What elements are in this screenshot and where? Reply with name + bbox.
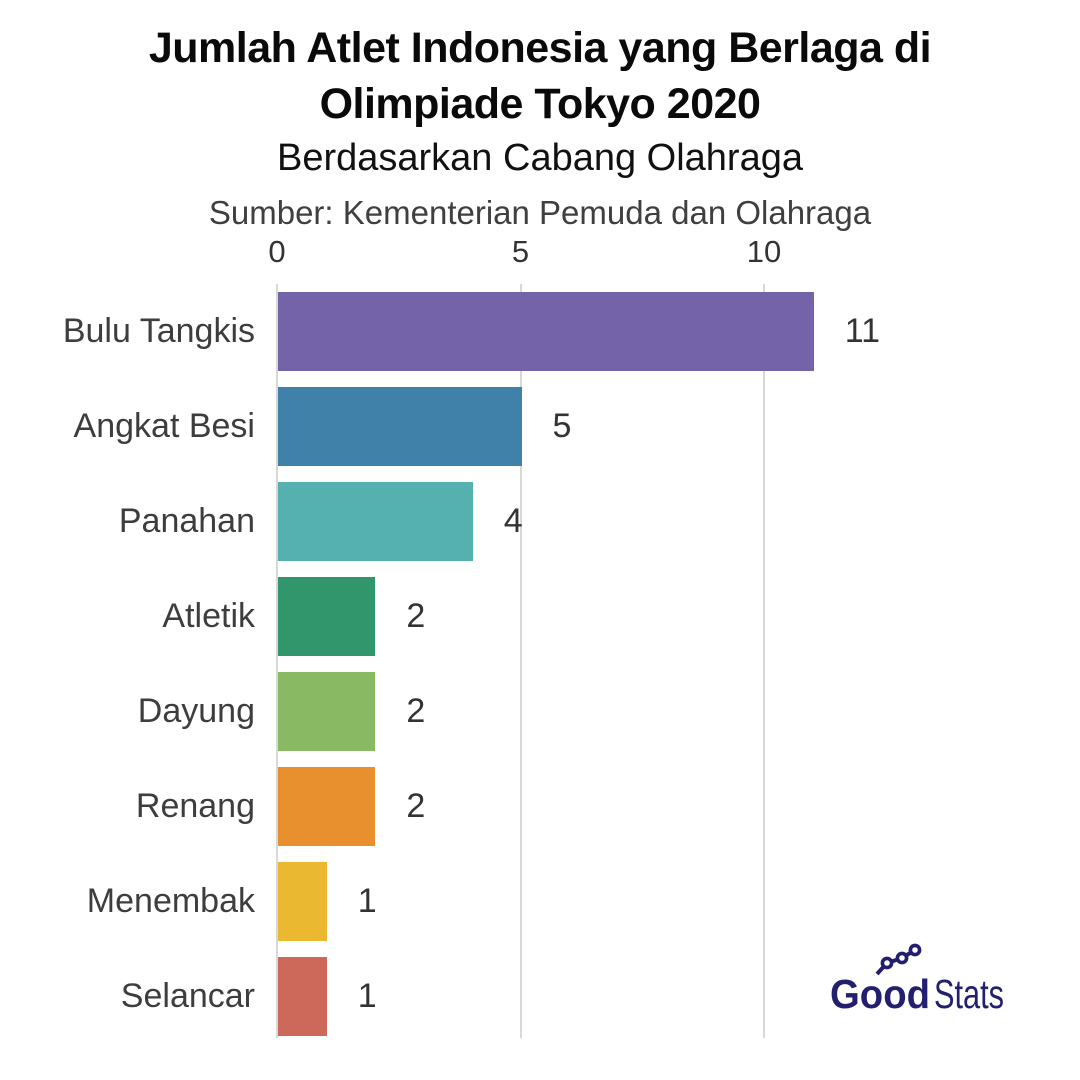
value-label-dayung: 2: [406, 692, 426, 730]
value-label-panahan: 4: [503, 502, 523, 540]
value-label-renang: 2: [406, 787, 426, 825]
chart-title-line1: Jumlah Atlet Indonesia yang Berlaga di: [148, 24, 932, 72]
category-label-angkat-besi: Angkat Besi: [73, 407, 255, 445]
gridline-x-10: [763, 284, 765, 1038]
value-label-bulu-tangkis: 11: [844, 312, 880, 350]
x-axis-tick-10: 10: [746, 234, 782, 269]
logo-text-good: Good: [830, 971, 930, 1017]
value-label-angkat-besi: 5: [552, 407, 572, 445]
gridline-x-0: [276, 284, 278, 1038]
category-label-dayung: Dayung: [137, 692, 255, 730]
bar-bulu-tangkis: [278, 292, 814, 371]
category-label-selancar: Selancar: [120, 977, 255, 1015]
chart-title: Jumlah Atlet Indonesia yang Berlaga di O…: [0, 20, 1080, 132]
bar-renang: [278, 767, 376, 846]
x-axis-tick-0: 0: [268, 234, 286, 269]
goodstats-logo: Good Stats: [830, 943, 1004, 1017]
value-label-atletik: 2: [406, 597, 426, 635]
category-label-panahan: Panahan: [118, 502, 255, 540]
category-label-bulu-tangkis: Bulu Tangkis: [62, 312, 255, 350]
bar-panahan: [278, 482, 473, 561]
bar-angkat-besi: [278, 387, 522, 466]
category-label-atletik: Atletik: [162, 597, 255, 635]
value-label-selancar: 1: [357, 977, 377, 1015]
chart-title-line2: Olimpiade Tokyo 2020: [319, 80, 761, 128]
logo-text-stats: Stats: [934, 971, 1004, 1017]
category-label-renang: Renang: [135, 787, 255, 825]
x-axis-tick-5: 5: [511, 234, 530, 269]
bar-selancar: [278, 957, 327, 1036]
category-label-menembak: Menembak: [86, 882, 255, 920]
bar-dayung: [278, 672, 376, 751]
source-note: Sumber: Kementerian Pemuda dan Olahraga: [208, 194, 872, 231]
chart-subtitle: Berdasarkan Cabang Olahraga: [276, 137, 803, 179]
bar-menembak: [278, 862, 327, 941]
gridline-x-5: [519, 284, 522, 1038]
value-label-menembak: 1: [357, 882, 377, 920]
bar-atletik: [278, 577, 376, 656]
trend-line-icon: [875, 943, 922, 976]
